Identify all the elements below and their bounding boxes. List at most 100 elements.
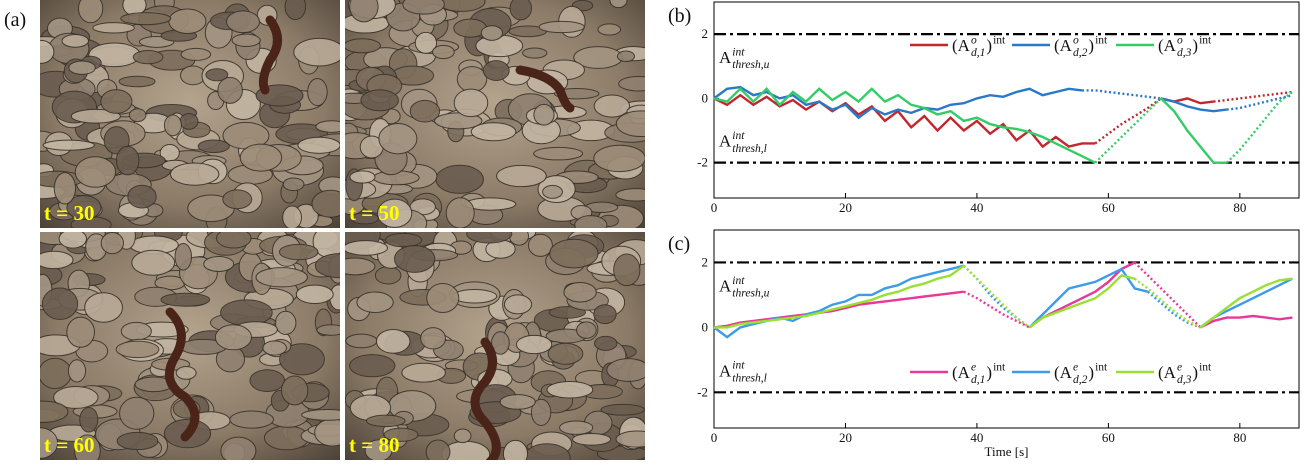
math-base: (A (1158, 36, 1177, 55)
stone (297, 136, 340, 154)
line (714, 264, 1293, 329)
math-sup: int (1199, 33, 1212, 46)
math-base: (A (952, 36, 971, 55)
stone (61, 34, 90, 48)
stone (530, 398, 552, 426)
x-tick-label: 40 (970, 430, 983, 445)
image-frame: t = 50 (345, 0, 645, 228)
x-tick-label: 80 (1233, 200, 1246, 215)
math-sub: d,1 (971, 373, 985, 386)
stone (615, 430, 645, 448)
x-tick-label: 20 (839, 200, 852, 215)
frame-label: t = 50 (349, 201, 399, 225)
stone (40, 427, 59, 459)
line-interpolated (962, 264, 1201, 329)
stone (618, 75, 645, 92)
x-tick-label: 60 (1102, 200, 1115, 215)
stone (315, 120, 340, 133)
stone (68, 60, 96, 75)
stone (432, 44, 455, 60)
stone (609, 0, 628, 9)
math-sub: d,2 (1073, 373, 1088, 386)
stone (282, 205, 303, 228)
stone (163, 114, 182, 137)
stone (593, 304, 617, 325)
stone (274, 310, 297, 335)
stone (295, 284, 334, 305)
stone (40, 39, 55, 64)
stone (548, 306, 586, 319)
stone (180, 47, 212, 61)
math-close: ) (1088, 36, 1094, 55)
line-interpolated (1094, 91, 1294, 164)
stone (499, 394, 536, 410)
image-frame: t = 80 (345, 232, 645, 460)
stone (349, 354, 396, 378)
stone (214, 324, 252, 351)
stone (453, 88, 489, 118)
stone (174, 243, 193, 271)
y-tick-label: 0 (702, 319, 709, 334)
stone (41, 287, 79, 320)
math-base: A (719, 361, 732, 380)
stone (160, 292, 211, 307)
stone (616, 50, 636, 63)
stone (120, 321, 152, 341)
stone (613, 253, 641, 287)
panel-label: (a) (4, 9, 26, 31)
stone (67, 359, 87, 383)
stone (522, 47, 548, 59)
x-tick-label: 0 (711, 430, 718, 445)
stone (40, 250, 74, 270)
math-sup: o (1073, 33, 1079, 46)
stone (284, 0, 307, 21)
math-sup: int (732, 129, 745, 142)
math-sup: e (971, 360, 976, 373)
line-interpolated (962, 264, 1201, 329)
stone (383, 427, 419, 442)
stone (239, 143, 283, 172)
stone (593, 335, 618, 351)
photo (40, 232, 340, 460)
stone (576, 321, 597, 339)
y-tick-label: 2 (702, 254, 709, 269)
stone (100, 232, 124, 255)
photo (40, 0, 340, 228)
stone (615, 188, 645, 202)
stone (128, 108, 147, 123)
stone (231, 33, 261, 47)
stone (593, 94, 631, 118)
y-tick-label: 0 (702, 90, 709, 105)
stone (119, 396, 155, 430)
line (713, 87, 1227, 164)
math-sup: int (732, 359, 745, 372)
frame-label: t = 60 (44, 433, 94, 457)
panel-label: (c) (668, 233, 690, 255)
line-interpolated (1082, 89, 1293, 111)
stone (307, 77, 328, 107)
stone (508, 232, 530, 246)
stone (414, 31, 438, 54)
snake (258, 15, 282, 95)
y-tick-label: 2 (702, 26, 709, 41)
stone (116, 431, 159, 451)
stone (220, 299, 273, 326)
math-sup: int (1199, 360, 1212, 373)
stone (384, 232, 423, 248)
x-tick-label: 0 (711, 200, 718, 215)
stone (120, 12, 172, 26)
stone (301, 409, 340, 421)
stone (574, 215, 608, 228)
frame-label: t = 30 (44, 201, 94, 225)
stone (376, 198, 413, 228)
stone (378, 123, 418, 155)
math-close: ) (1088, 363, 1094, 382)
y-tick-label: -2 (697, 384, 708, 399)
stone (203, 255, 235, 272)
stone (480, 25, 503, 41)
math-close: ) (986, 36, 992, 55)
stone (349, 0, 379, 23)
math-sup: int (1095, 33, 1108, 46)
math-sub: thresh,l (732, 371, 767, 384)
stone (74, 156, 117, 188)
